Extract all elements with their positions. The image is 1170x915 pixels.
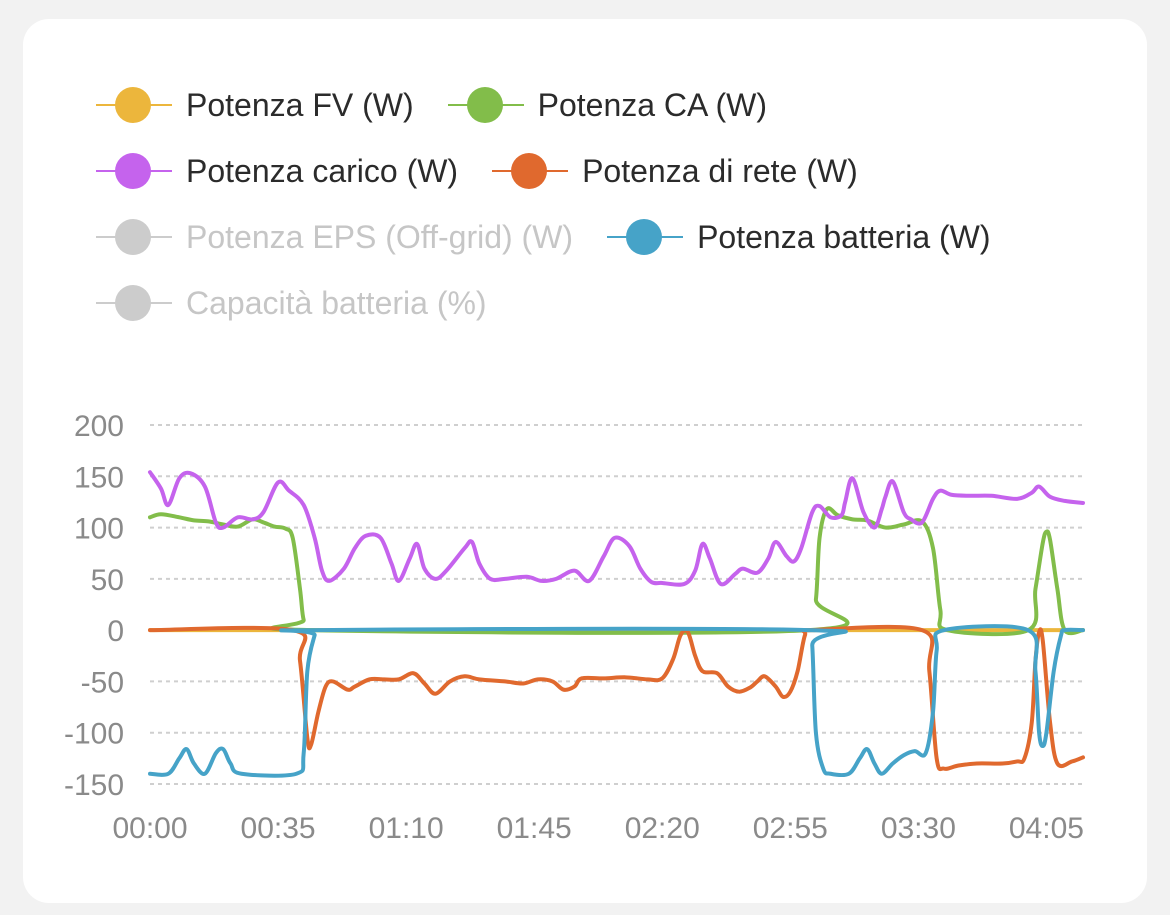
x-tick-label: 01:10	[369, 812, 444, 845]
legend-label: Potenza di rete (W)	[582, 152, 858, 189]
legend-label: Potenza FV (W)	[186, 86, 414, 123]
legend-label: Potenza carico (W)	[186, 152, 459, 189]
x-tick-label: 04:05	[1009, 812, 1084, 845]
legend-item-eps-power[interactable]: Potenza EPS (Off-grid) (W)	[96, 217, 573, 257]
x-tick-label: 03:30	[881, 812, 956, 845]
y-tick-label: 0	[107, 615, 124, 648]
x-tick-label: 01:45	[497, 812, 572, 845]
legend-row: Potenza FV (W) Potenza CA (W)	[96, 72, 1096, 138]
legend-item-grid-power[interactable]: Potenza di rete (W)	[492, 151, 858, 191]
legend-row: Potenza carico (W) Potenza di rete (W)	[96, 138, 1096, 204]
legend-item-load-power[interactable]: Potenza carico (W)	[96, 151, 458, 191]
legend-swatch-icon	[96, 217, 172, 257]
y-tick-label: 50	[91, 564, 124, 597]
legend-label: Potenza CA (W)	[537, 86, 768, 123]
x-tick-label: 00:00	[112, 812, 187, 845]
legend-swatch-icon	[96, 85, 172, 125]
legend-label: Capacità batteria (%)	[186, 284, 487, 321]
chart-card	[23, 19, 1147, 903]
y-tick-label: -50	[81, 666, 124, 699]
x-tick-label: 02:20	[625, 812, 700, 845]
y-tick-label: -150	[64, 769, 124, 802]
y-axis-ticks: 200 150 100 50 0 -50 -100 -150	[64, 410, 124, 802]
legend-swatch-icon	[492, 151, 569, 191]
legend-row: Potenza EPS (Off-grid) (W) Potenza batte…	[96, 204, 1096, 270]
legend-swatch-icon	[96, 151, 172, 191]
legend-swatch-icon	[96, 283, 172, 323]
x-tick-label: 00:35	[241, 812, 316, 845]
gridlines	[150, 424, 1083, 785]
legend-swatch-icon	[447, 85, 524, 125]
legend-item-battery-power[interactable]: Potenza batteria (W)	[607, 217, 991, 257]
legend: Potenza FV (W) Potenza CA (W) Potenza ca…	[96, 72, 1096, 336]
y-tick-label: 200	[74, 410, 124, 443]
y-tick-label: 150	[74, 461, 124, 494]
legend-item-pv-power[interactable]: Potenza FV (W)	[96, 85, 414, 125]
legend-label: Potenza EPS (Off-grid) (W)	[186, 218, 574, 255]
legend-swatch-icon	[607, 217, 684, 257]
y-tick-label: 100	[74, 513, 124, 546]
legend-item-battery-capacity[interactable]: Capacità batteria (%)	[96, 283, 487, 323]
series-line-load-power	[148, 470, 1085, 587]
x-axis-ticks: 00:00 00:35 01:10 01:45 02:20 02:55 03:30 04:05	[112, 812, 1083, 845]
y-tick-label: -100	[64, 718, 124, 751]
series-line-grid-power	[148, 624, 1085, 772]
series-line-battery-power	[148, 624, 1085, 778]
x-tick-label: 02:55	[753, 812, 828, 845]
series-lines	[148, 470, 1085, 778]
legend-item-ac-power[interactable]: Potenza CA (W)	[447, 85, 768, 125]
legend-label: Potenza batteria (W)	[697, 218, 991, 255]
legend-row: Capacità batteria (%)	[96, 270, 1096, 336]
series-line-ac-power	[148, 506, 1085, 637]
